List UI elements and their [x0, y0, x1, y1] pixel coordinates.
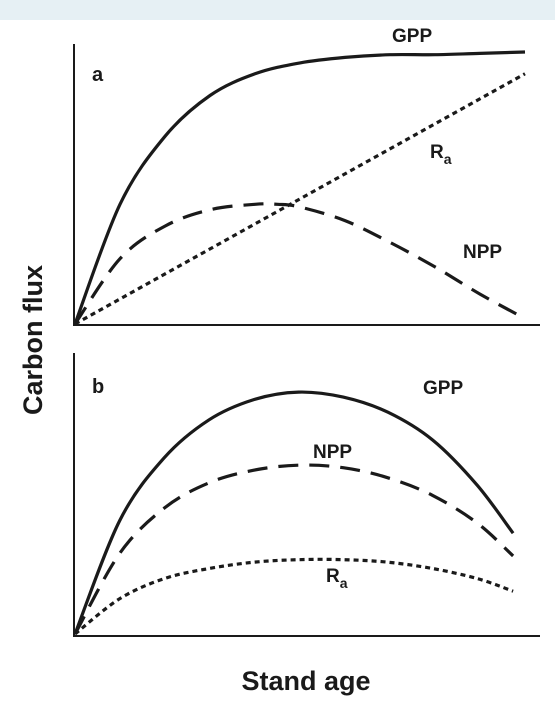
- panel-a-npp-label: NPP: [463, 242, 502, 263]
- panel-a-ra-line: [74, 72, 526, 326]
- x-axis-title: Stand age: [241, 666, 370, 696]
- panel-a-series: GPP Ra NPP: [73, 26, 526, 326]
- panel-b-ra-line: [74, 557, 514, 636]
- panel-b-gpp-label: GPP: [423, 378, 463, 399]
- panel-b-npp-line: [73, 463, 515, 635]
- panel-b-ra-label: Ra: [326, 566, 348, 591]
- panel-a-ra-label: Ra: [430, 142, 452, 167]
- panel-b-series: GPP NPP Ra: [73, 378, 515, 636]
- panel-b: b GPP NPP Ra: [73, 353, 540, 637]
- panel-a-ra-label-subscript: a: [444, 151, 452, 167]
- panel-a-gpp-label: GPP: [392, 26, 432, 47]
- top-band: [0, 0, 555, 20]
- panel-a-npp-line: [73, 202, 526, 325]
- panel-b-gpp-line: [73, 390, 515, 635]
- panel-a-label: a: [92, 64, 104, 86]
- panel-a-gpp-line: [73, 50, 526, 325]
- panel-b-ra-label-subscript: a: [340, 575, 348, 591]
- panel-b-npp-label: NPP: [313, 442, 352, 463]
- panel-b-label: b: [92, 376, 104, 398]
- y-axis-title: Carbon flux: [18, 265, 48, 415]
- panel-a: a GPP Ra NPP: [73, 26, 540, 326]
